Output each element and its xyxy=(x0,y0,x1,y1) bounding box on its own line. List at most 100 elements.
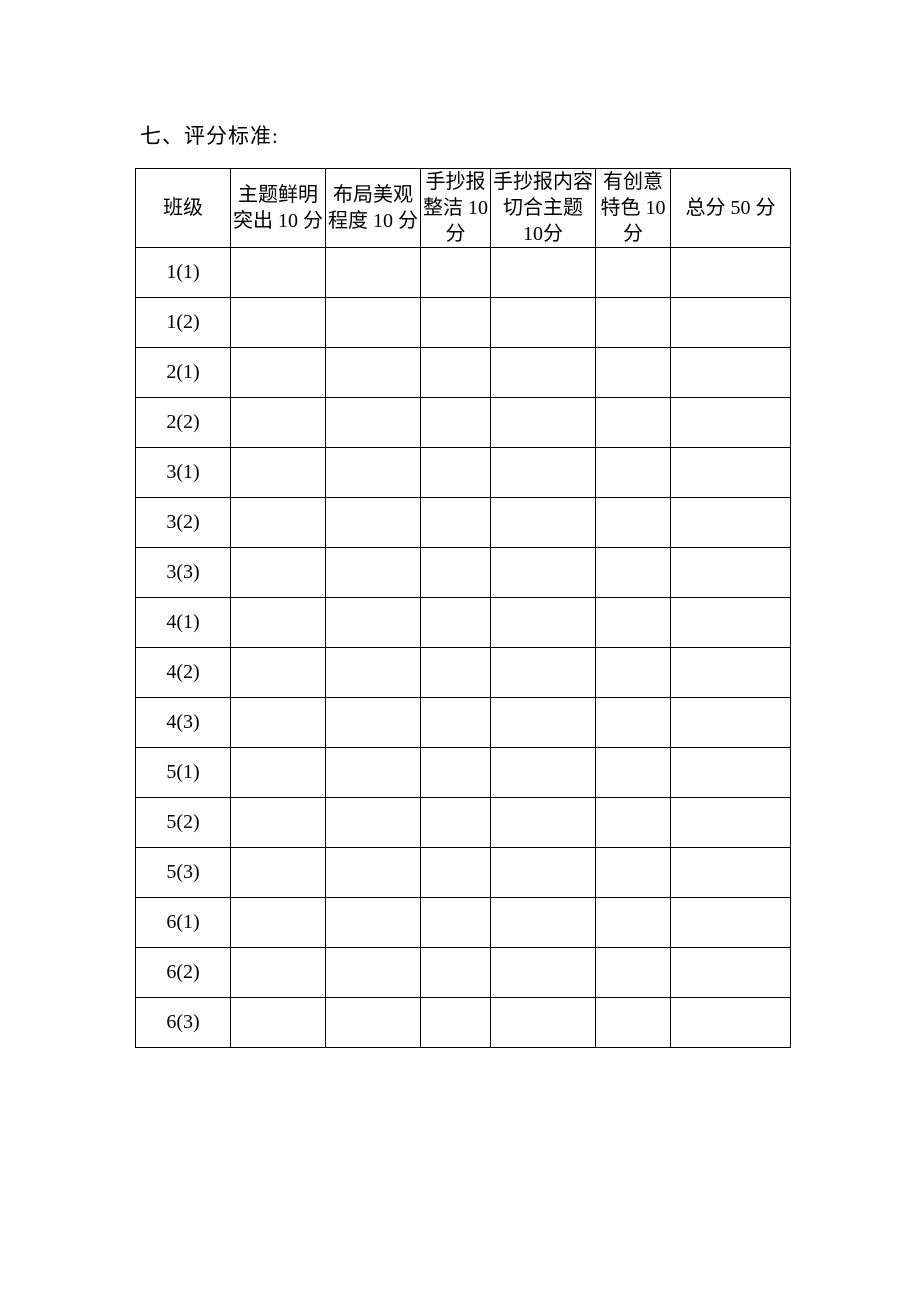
cell-neat xyxy=(421,298,491,348)
cell-theme xyxy=(231,348,326,398)
table-row: 3(3) xyxy=(136,548,791,598)
cell-class: 6(3) xyxy=(136,998,231,1048)
cell-content xyxy=(491,398,596,448)
cell-creative xyxy=(596,948,671,998)
section-heading: 七、评分标准: xyxy=(135,120,790,150)
cell-neat xyxy=(421,548,491,598)
header-content: 手抄报内容切合主题 10分 xyxy=(491,169,596,248)
cell-total xyxy=(671,848,791,898)
cell-layout xyxy=(326,398,421,448)
cell-content xyxy=(491,248,596,298)
cell-theme xyxy=(231,248,326,298)
cell-neat xyxy=(421,348,491,398)
table-row: 6(1) xyxy=(136,898,791,948)
cell-class: 5(3) xyxy=(136,848,231,898)
table-row: 5(3) xyxy=(136,848,791,898)
cell-neat xyxy=(421,498,491,548)
cell-creative xyxy=(596,798,671,848)
cell-theme xyxy=(231,648,326,698)
cell-class: 5(2) xyxy=(136,798,231,848)
cell-layout xyxy=(326,698,421,748)
cell-layout xyxy=(326,998,421,1048)
cell-theme xyxy=(231,748,326,798)
cell-total xyxy=(671,498,791,548)
cell-total xyxy=(671,548,791,598)
table-row: 4(2) xyxy=(136,648,791,698)
cell-class: 4(2) xyxy=(136,648,231,698)
cell-neat xyxy=(421,948,491,998)
cell-class: 1(1) xyxy=(136,248,231,298)
cell-class: 2(1) xyxy=(136,348,231,398)
cell-neat xyxy=(421,798,491,848)
table-row: 1(1) xyxy=(136,248,791,298)
cell-content xyxy=(491,448,596,498)
cell-content xyxy=(491,298,596,348)
cell-content xyxy=(491,848,596,898)
cell-total xyxy=(671,398,791,448)
header-total: 总分 50 分 xyxy=(671,169,791,248)
table-row: 3(2) xyxy=(136,498,791,548)
header-creative: 有创意特色 10 分 xyxy=(596,169,671,248)
cell-layout xyxy=(326,498,421,548)
cell-theme xyxy=(231,898,326,948)
table-row: 5(2) xyxy=(136,798,791,848)
cell-layout xyxy=(326,948,421,998)
cell-total xyxy=(671,348,791,398)
table-row: 4(1) xyxy=(136,598,791,648)
cell-total xyxy=(671,598,791,648)
cell-creative xyxy=(596,698,671,748)
cell-neat xyxy=(421,848,491,898)
cell-creative xyxy=(596,598,671,648)
cell-total xyxy=(671,798,791,848)
cell-total xyxy=(671,248,791,298)
cell-content xyxy=(491,748,596,798)
cell-neat xyxy=(421,998,491,1048)
cell-creative xyxy=(596,298,671,348)
cell-layout xyxy=(326,798,421,848)
cell-total xyxy=(671,698,791,748)
cell-neat xyxy=(421,248,491,298)
cell-layout xyxy=(326,848,421,898)
cell-content xyxy=(491,998,596,1048)
cell-content xyxy=(491,598,596,648)
cell-layout xyxy=(326,898,421,948)
cell-class: 6(1) xyxy=(136,898,231,948)
header-class: 班级 xyxy=(136,169,231,248)
cell-creative xyxy=(596,548,671,598)
cell-theme xyxy=(231,848,326,898)
table-row: 6(3) xyxy=(136,998,791,1048)
cell-creative xyxy=(596,998,671,1048)
cell-neat xyxy=(421,598,491,648)
cell-theme xyxy=(231,398,326,448)
cell-theme xyxy=(231,948,326,998)
cell-class: 3(1) xyxy=(136,448,231,498)
cell-neat xyxy=(421,398,491,448)
cell-layout xyxy=(326,648,421,698)
cell-class: 6(2) xyxy=(136,948,231,998)
cell-neat xyxy=(421,898,491,948)
cell-class: 1(2) xyxy=(136,298,231,348)
cell-content xyxy=(491,648,596,698)
cell-class: 4(1) xyxy=(136,598,231,648)
cell-class: 2(2) xyxy=(136,398,231,448)
cell-layout xyxy=(326,448,421,498)
cell-total xyxy=(671,748,791,798)
cell-content xyxy=(491,348,596,398)
cell-neat xyxy=(421,748,491,798)
cell-creative xyxy=(596,248,671,298)
cell-theme xyxy=(231,598,326,648)
cell-neat xyxy=(421,648,491,698)
cell-creative xyxy=(596,648,671,698)
table-row: 6(2) xyxy=(136,948,791,998)
cell-total xyxy=(671,898,791,948)
cell-content xyxy=(491,548,596,598)
table-row: 5(1) xyxy=(136,748,791,798)
cell-creative xyxy=(596,448,671,498)
table-row: 3(1) xyxy=(136,448,791,498)
cell-total xyxy=(671,948,791,998)
cell-neat xyxy=(421,698,491,748)
cell-total xyxy=(671,448,791,498)
cell-class: 3(2) xyxy=(136,498,231,548)
cell-theme xyxy=(231,448,326,498)
cell-creative xyxy=(596,348,671,398)
